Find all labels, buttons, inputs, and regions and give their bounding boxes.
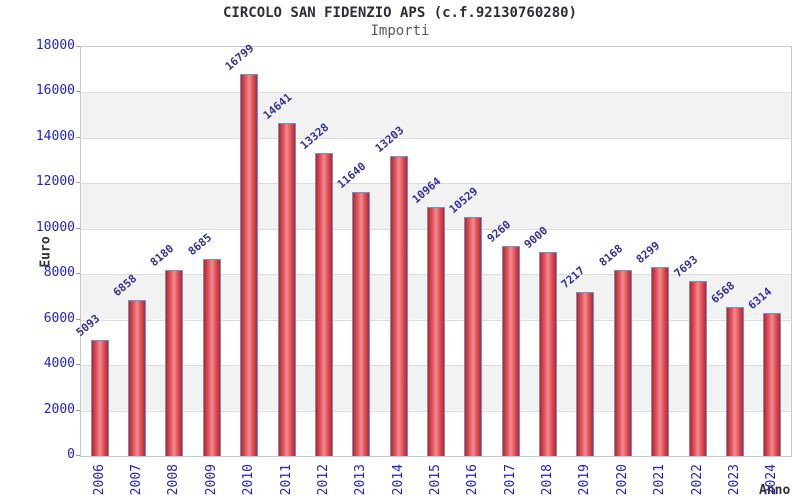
x-tick-label: 2006 <box>91 464 107 496</box>
y-tick-mark <box>76 455 80 456</box>
x-tick-label: 2016 <box>465 464 481 496</box>
y-tick-label: 0 <box>67 447 75 462</box>
bar-value-label: 16799 <box>222 42 257 74</box>
chart-title: CIRCOLO SAN FIDENZIO APS (c.f.9213076028… <box>222 5 577 21</box>
bar <box>613 270 632 456</box>
bar <box>277 123 296 456</box>
y-tick-mark <box>76 318 80 320</box>
x-tick-label: 2021 <box>652 464 668 496</box>
bar-value-label: 7693 <box>671 253 700 281</box>
x-tick-label: 2020 <box>614 464 630 496</box>
x-tick-label: 2017 <box>502 464 518 496</box>
bar-value-label: 6314 <box>745 284 775 312</box>
bar <box>576 292 595 456</box>
bar-value-label: 10529 <box>447 184 481 216</box>
bar-value-label: 8299 <box>633 239 663 267</box>
gridline <box>81 183 791 185</box>
x-axis-title: Anno <box>759 483 791 498</box>
y-tick-label: 12000 <box>35 174 75 190</box>
y-tick-label: 2000 <box>43 401 75 417</box>
bar <box>128 300 147 456</box>
bar <box>202 258 221 456</box>
bar <box>90 340 109 456</box>
x-tick-label: 2014 <box>390 464 406 496</box>
chart-subtitle: Importi <box>370 23 430 39</box>
bar-value-label: 5093 <box>73 312 102 340</box>
bar <box>314 153 333 456</box>
bar-value-label: 6858 <box>110 272 140 300</box>
y-tick-label: 14000 <box>35 128 75 144</box>
bar <box>352 191 371 456</box>
x-tick-label: 2008 <box>166 464 182 496</box>
y-tick-label: 16000 <box>35 83 75 99</box>
bar <box>427 206 445 456</box>
bar <box>240 74 259 456</box>
bar-value-label: 8685 <box>185 230 215 258</box>
y-tick-mark <box>76 136 80 138</box>
x-tick-label: 2019 <box>577 464 593 496</box>
bar <box>389 156 408 456</box>
bar-value-label: 13328 <box>297 120 332 153</box>
bar <box>539 251 558 456</box>
y-axis-title: Euro <box>38 236 54 268</box>
x-tick-label: 2013 <box>353 464 369 496</box>
bar-value-label: 7217 <box>559 264 588 292</box>
bar <box>725 306 744 456</box>
bar-value-label: 6568 <box>708 278 738 306</box>
x-tick-label: 2011 <box>278 464 294 496</box>
y-tick-mark <box>76 273 80 275</box>
y-tick-label: 10000 <box>35 219 75 235</box>
gridline <box>81 92 791 94</box>
bar-value-label: 13203 <box>372 123 407 155</box>
bar-value-label: 9000 <box>521 223 551 251</box>
y-tick-label: 4000 <box>43 356 75 372</box>
y-tick-mark <box>76 364 80 366</box>
x-tick-label: 2023 <box>726 464 742 496</box>
bar-value-label: 10964 <box>409 174 444 206</box>
x-tick-label: 2007 <box>129 464 145 496</box>
x-tick-label: 2018 <box>540 464 556 496</box>
gridline <box>81 137 791 139</box>
x-tick-label: 2022 <box>689 464 705 496</box>
bar <box>688 281 707 456</box>
bar-value-label: 9260 <box>484 217 514 245</box>
x-tick-label: 2024 <box>764 464 780 496</box>
x-tick-label: 2012 <box>315 464 331 496</box>
bar-value-label: 8180 <box>148 242 177 270</box>
bar <box>763 312 782 456</box>
y-tick-label: 8000 <box>43 265 75 281</box>
bar <box>501 245 520 456</box>
y-tick-mark <box>76 409 80 411</box>
y-tick-label: 18000 <box>35 38 75 53</box>
x-tick-label: 2009 <box>203 464 219 496</box>
y-tick-label: 6000 <box>43 310 75 326</box>
bar <box>651 267 670 456</box>
bar-value-label: 11640 <box>334 159 369 191</box>
plot-area: 5093 6858 8180 8685 16799 14641 13328 11640 1320… <box>73 42 792 457</box>
bar <box>464 216 483 456</box>
bar-value-label: 8168 <box>596 242 626 270</box>
x-tick-label: 2015 <box>428 464 443 496</box>
x-tick-label: 2010 <box>241 464 257 496</box>
y-tick-mark <box>76 182 80 184</box>
bar <box>165 270 184 456</box>
bar-value-label: 14641 <box>260 91 294 123</box>
y-tick-mark <box>76 227 80 229</box>
y-tick-mark <box>76 91 80 93</box>
y-tick-mark <box>76 46 80 47</box>
